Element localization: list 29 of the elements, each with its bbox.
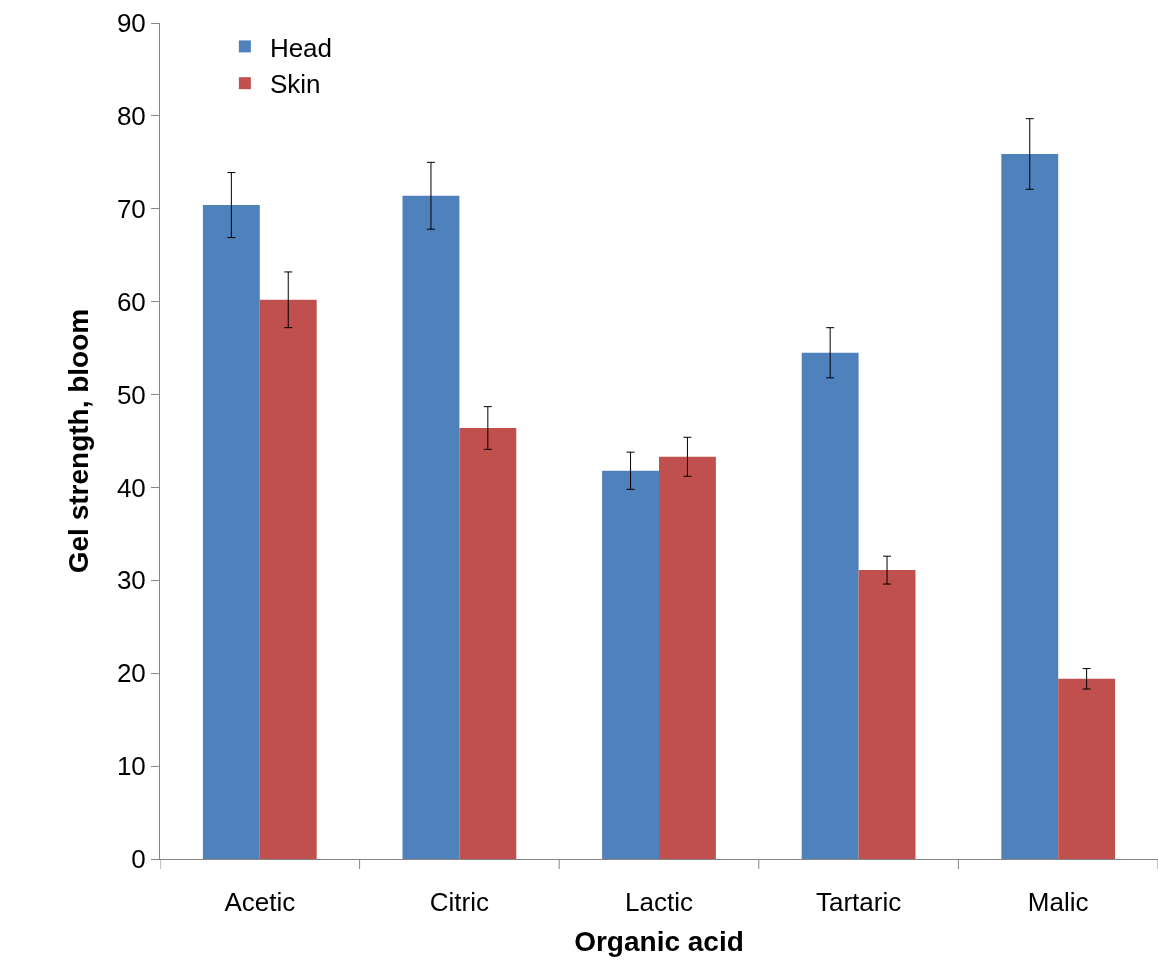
bar — [1001, 153, 1059, 859]
bar — [858, 570, 916, 859]
x-tick-label: Lactic — [625, 887, 693, 918]
y-tick-label: 30 — [116, 565, 146, 596]
y-tick-label: 10 — [116, 751, 146, 782]
x-tick-label: Acetic — [224, 887, 296, 918]
bar — [801, 352, 859, 859]
bar — [602, 470, 659, 859]
y-tick-label: 90 — [116, 8, 146, 39]
bar — [202, 205, 260, 859]
y-tick-label: 70 — [116, 193, 146, 224]
y-tick-label: 80 — [116, 100, 146, 131]
x-tick-label: Citric — [429, 887, 490, 918]
x-tick-label: Malic — [1027, 887, 1089, 918]
y-tick-label: 50 — [116, 379, 146, 410]
bar — [1058, 678, 1116, 859]
bar — [659, 456, 716, 859]
x-tick-label: Tartaric — [815, 887, 902, 918]
y-tick-label: 40 — [116, 472, 146, 503]
bar — [402, 195, 460, 859]
bar — [259, 299, 317, 859]
legend-label: Head — [269, 32, 333, 63]
y-axis-title: Gel strength, bloom — [62, 308, 94, 574]
y-tick-label: 20 — [116, 658, 146, 689]
legend-label: Skin — [269, 69, 321, 100]
y-tick-label: 60 — [116, 286, 146, 317]
y-tick-label: 0 — [131, 844, 146, 875]
x-axis-title: Organic acid — [574, 926, 744, 958]
bar — [459, 428, 517, 859]
